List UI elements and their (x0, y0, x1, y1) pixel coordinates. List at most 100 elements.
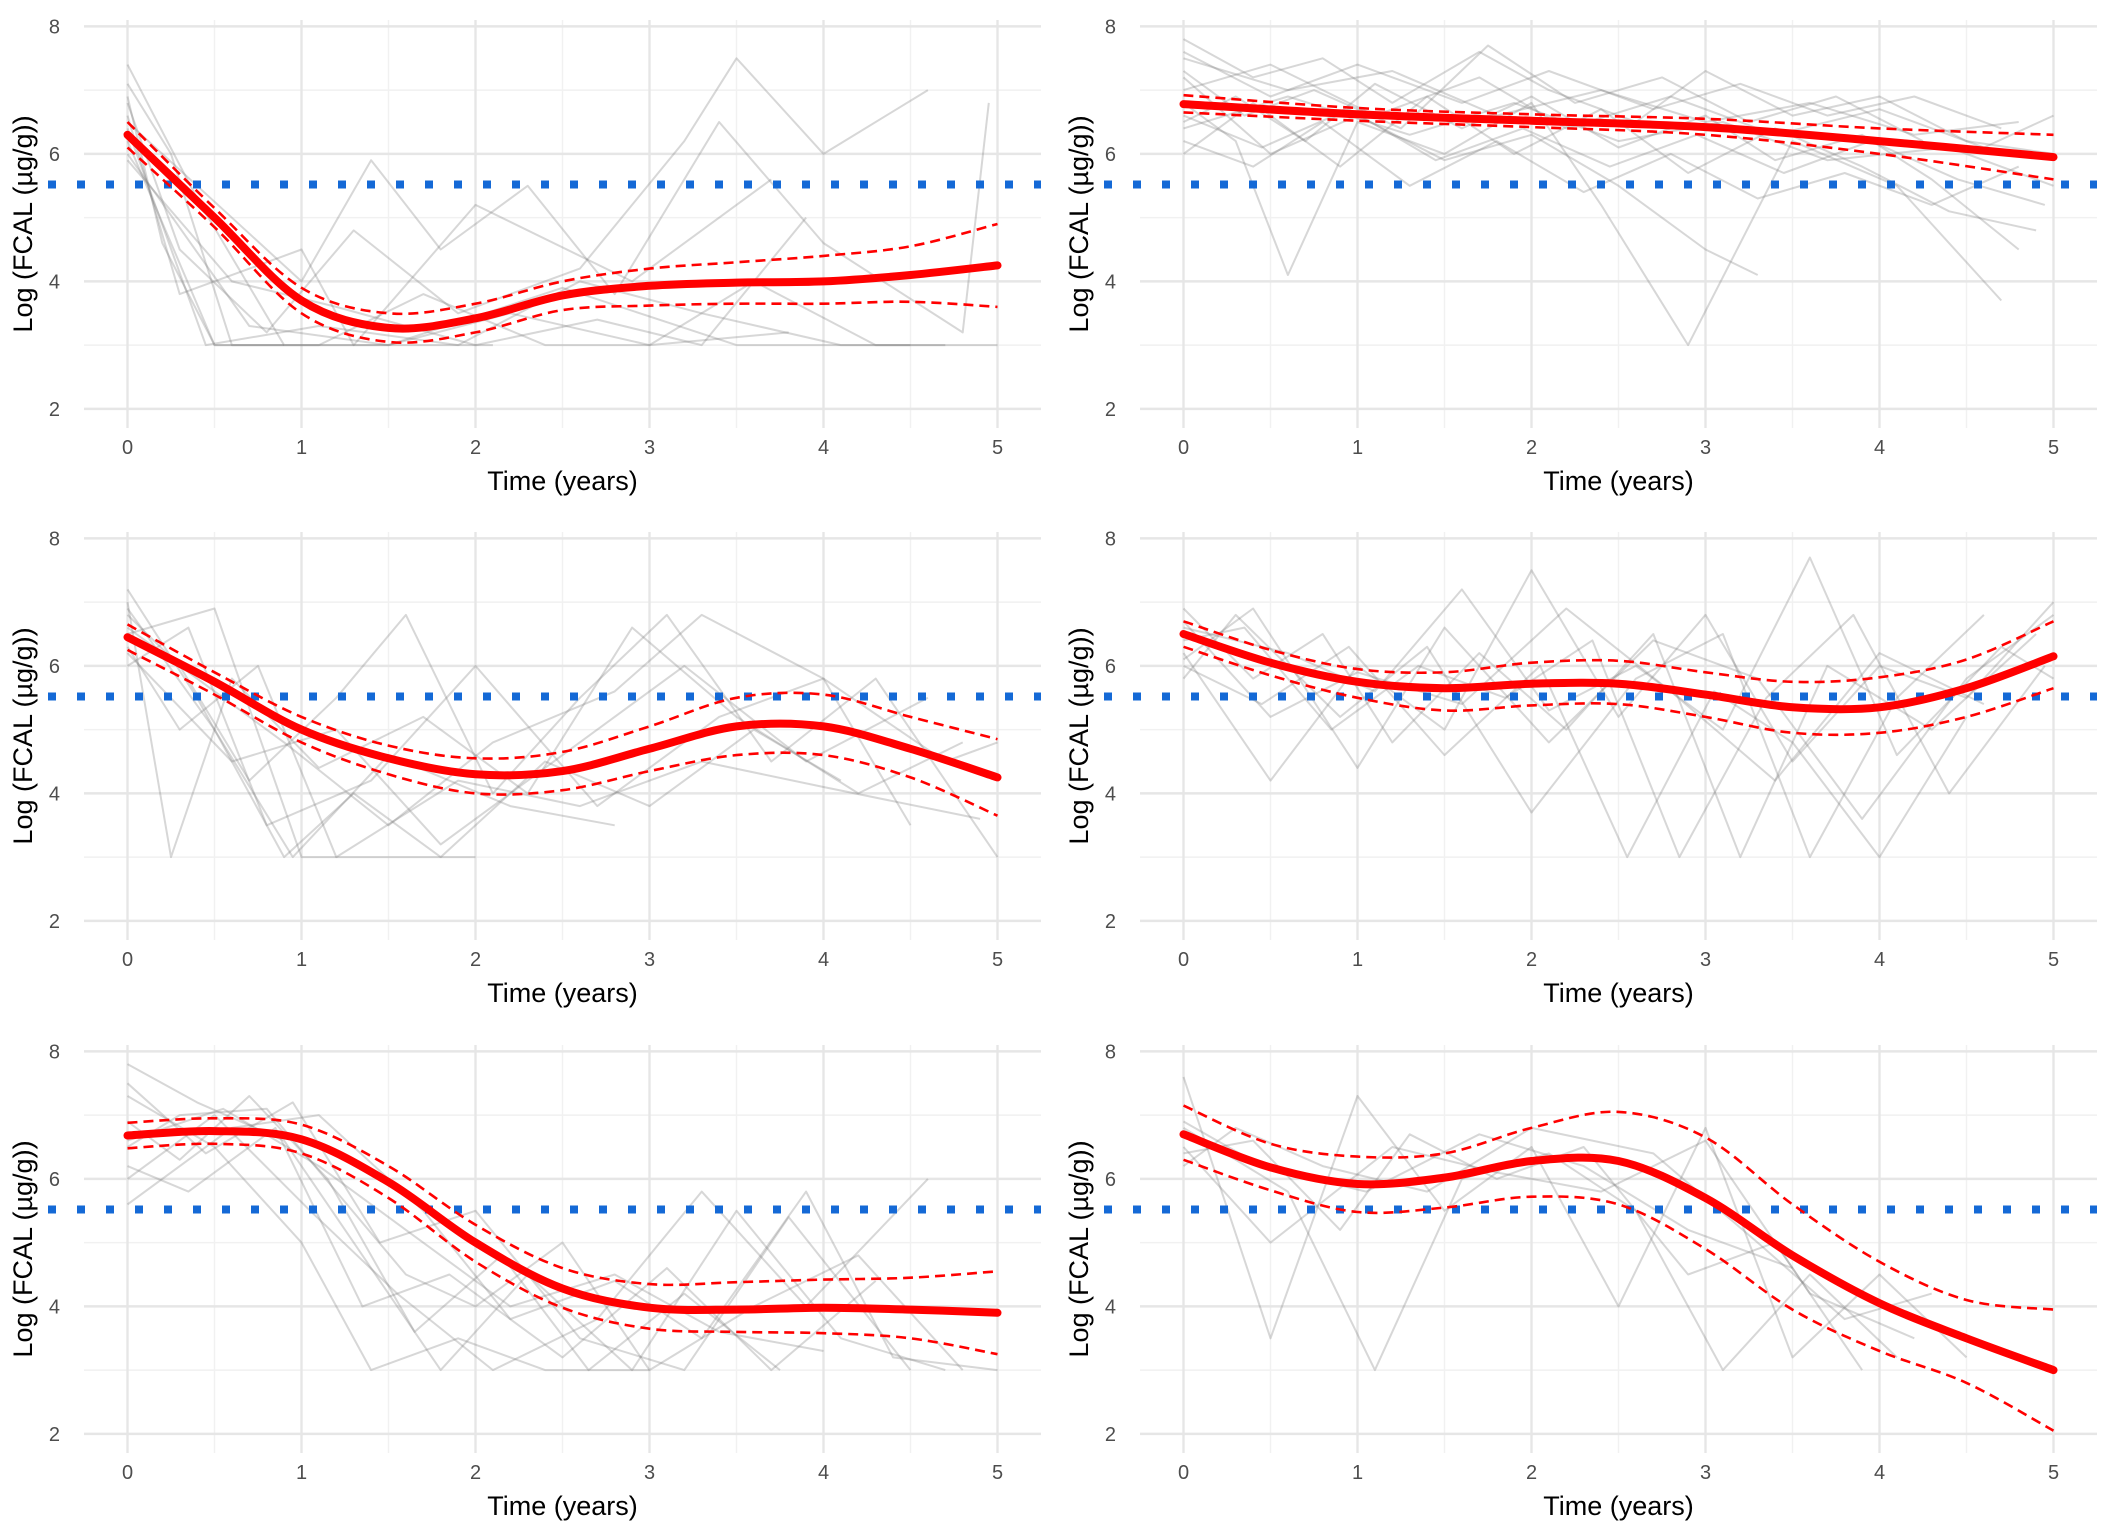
fitted-mean-line (1179, 100, 2058, 162)
x-tick-label: 2 (470, 949, 481, 971)
x-tick-label: 0 (122, 437, 133, 459)
individual-trajectory-line (127, 1126, 877, 1372)
x-tick-label: 4 (1874, 437, 1885, 459)
y-tick-label: 4 (49, 271, 60, 293)
x-axis-title: Time (years) (1543, 1491, 1694, 1521)
individual-trajectory-line (126, 613, 999, 858)
individual-trajectory-line (126, 102, 990, 334)
individual-trajectory-line (126, 115, 772, 347)
individual-trajectory-line (1183, 51, 2002, 130)
x-tick-label: 3 (644, 949, 655, 971)
x-tick-label: 0 (1178, 437, 1189, 459)
y-tick-label: 2 (1105, 911, 1116, 933)
individual-trajectory-line (126, 1095, 781, 1372)
y-axis-title: Log (FCAL (µg/g)) (1064, 115, 1094, 332)
y-tick-label: 8 (1105, 16, 1116, 38)
fitted-mean-line (123, 1127, 1002, 1317)
x-tick-label: 3 (644, 1462, 655, 1484)
individual-trajectory-line (1182, 1139, 1915, 1340)
x-tick-label: 0 (1178, 949, 1189, 971)
fitted-mean-line (123, 633, 1002, 782)
x-tick-label: 3 (1700, 949, 1711, 971)
grid (1140, 532, 2097, 940)
individual-trajectory-line (126, 1095, 650, 1372)
x-axis-title: Time (years) (1543, 978, 1694, 1008)
individual-trajectory-line (1183, 38, 2054, 155)
x-tick-label: 5 (2048, 949, 2059, 971)
individual-trajectory-line (126, 64, 789, 347)
individual-trajectory-line (126, 1107, 964, 1372)
x-tick-label: 4 (818, 1462, 829, 1484)
individual-trajectory-line (126, 1082, 912, 1372)
ci-lower-line (126, 648, 999, 817)
ci-lower-line (1183, 111, 2054, 181)
individual-trajectories (126, 1063, 998, 1372)
x-tick-label: 4 (818, 949, 829, 971)
y-axis-title: Log (FCAL (µg/g)) (8, 627, 38, 844)
individual-trajectory-line (126, 646, 981, 859)
x-axis-title: Time (years) (487, 978, 638, 1008)
x-axis-title: Time (years) (487, 1491, 638, 1521)
y-axis-title: Log (FCAL (µg/g)) (1064, 1140, 1094, 1357)
ci-upper-line (126, 121, 998, 316)
y-axis-title: Log (FCAL (µg/g)) (8, 1140, 38, 1357)
y-tick-label: 6 (1105, 144, 1116, 166)
individual-trajectory-line (1182, 607, 2037, 859)
individual-trajectory-line (127, 1107, 824, 1352)
y-tick-label: 4 (1105, 1296, 1116, 1318)
x-tick-label: 1 (296, 437, 307, 459)
fitted-mean-line (1179, 1130, 2058, 1375)
x-tick-label: 1 (1352, 949, 1363, 971)
individual-trajectory-line (126, 652, 929, 846)
y-axis-title: Log (FCAL (µg/g)) (8, 115, 38, 332)
x-tick-label: 3 (644, 437, 655, 459)
y-tick-label: 4 (49, 1296, 60, 1318)
x-tick-label: 5 (2048, 437, 2059, 459)
grid (1140, 20, 2097, 428)
x-axis-title: Time (years) (1543, 466, 1694, 496)
x-tick-label: 0 (122, 949, 133, 971)
x-tick-label: 4 (818, 437, 829, 459)
y-tick-label: 4 (49, 783, 60, 805)
individual-trajectory-line (126, 140, 998, 347)
y-tick-label: 8 (1105, 528, 1116, 550)
individual-trajectory-line (1182, 569, 2055, 782)
individual-trajectory-line (126, 96, 285, 347)
individual-trajectory-line (1182, 607, 2055, 820)
ci-upper-line (1182, 1104, 2054, 1311)
individual-trajectory-line (1182, 76, 1759, 276)
x-tick-label: 5 (992, 437, 1003, 459)
chart-panel-bottom-right: 0 1 2 3 4 5 2 4 6 8 Time (years) Log (FCAL (µg/g)) (1064, 1041, 2097, 1521)
individual-trajectory-line (126, 57, 929, 334)
y-axis-title: Log (FCAL (µg/g)) (1064, 627, 1094, 844)
x-tick-label: 2 (1526, 437, 1537, 459)
x-tick-label: 1 (296, 949, 307, 971)
x-tick-label: 5 (2048, 1462, 2059, 1484)
y-tick-label: 2 (49, 399, 60, 421)
chart-panel-top-right: 0 1 2 3 4 5 2 4 6 8 Time (years) Log (FCAL (µg/g)) (1064, 16, 2097, 496)
y-tick-label: 8 (1105, 1041, 1116, 1063)
x-tick-label: 2 (470, 437, 481, 459)
y-tick-label: 2 (49, 1424, 60, 1446)
chart-panel-bottom-left: 0 1 2 3 4 5 2 4 6 8 Time (years) Log (FCAL (µg/g)) (8, 1041, 1041, 1521)
individual-trajectories (1182, 1076, 1968, 1372)
individual-trajectory-line (1183, 613, 2046, 859)
individual-trajectory-line (126, 601, 964, 859)
individual-trajectory-line (126, 83, 493, 347)
x-tick-label: 2 (470, 1462, 481, 1484)
y-tick-label: 2 (1105, 399, 1116, 421)
x-tick-label: 5 (992, 949, 1003, 971)
y-tick-label: 2 (49, 911, 60, 933)
x-tick-label: 3 (1700, 1462, 1711, 1484)
individual-trajectory-line (1182, 1127, 1898, 1372)
y-tick-label: 8 (49, 16, 60, 38)
y-tick-label: 2 (1105, 1424, 1116, 1446)
grid (84, 1045, 1041, 1453)
individual-trajectory-line (127, 1063, 946, 1372)
x-tick-label: 4 (1874, 949, 1885, 971)
individual-trajectory-line (126, 607, 615, 859)
y-tick-label: 6 (1105, 1169, 1116, 1191)
grid (1140, 1045, 2097, 1453)
x-tick-label: 5 (992, 1462, 1003, 1484)
